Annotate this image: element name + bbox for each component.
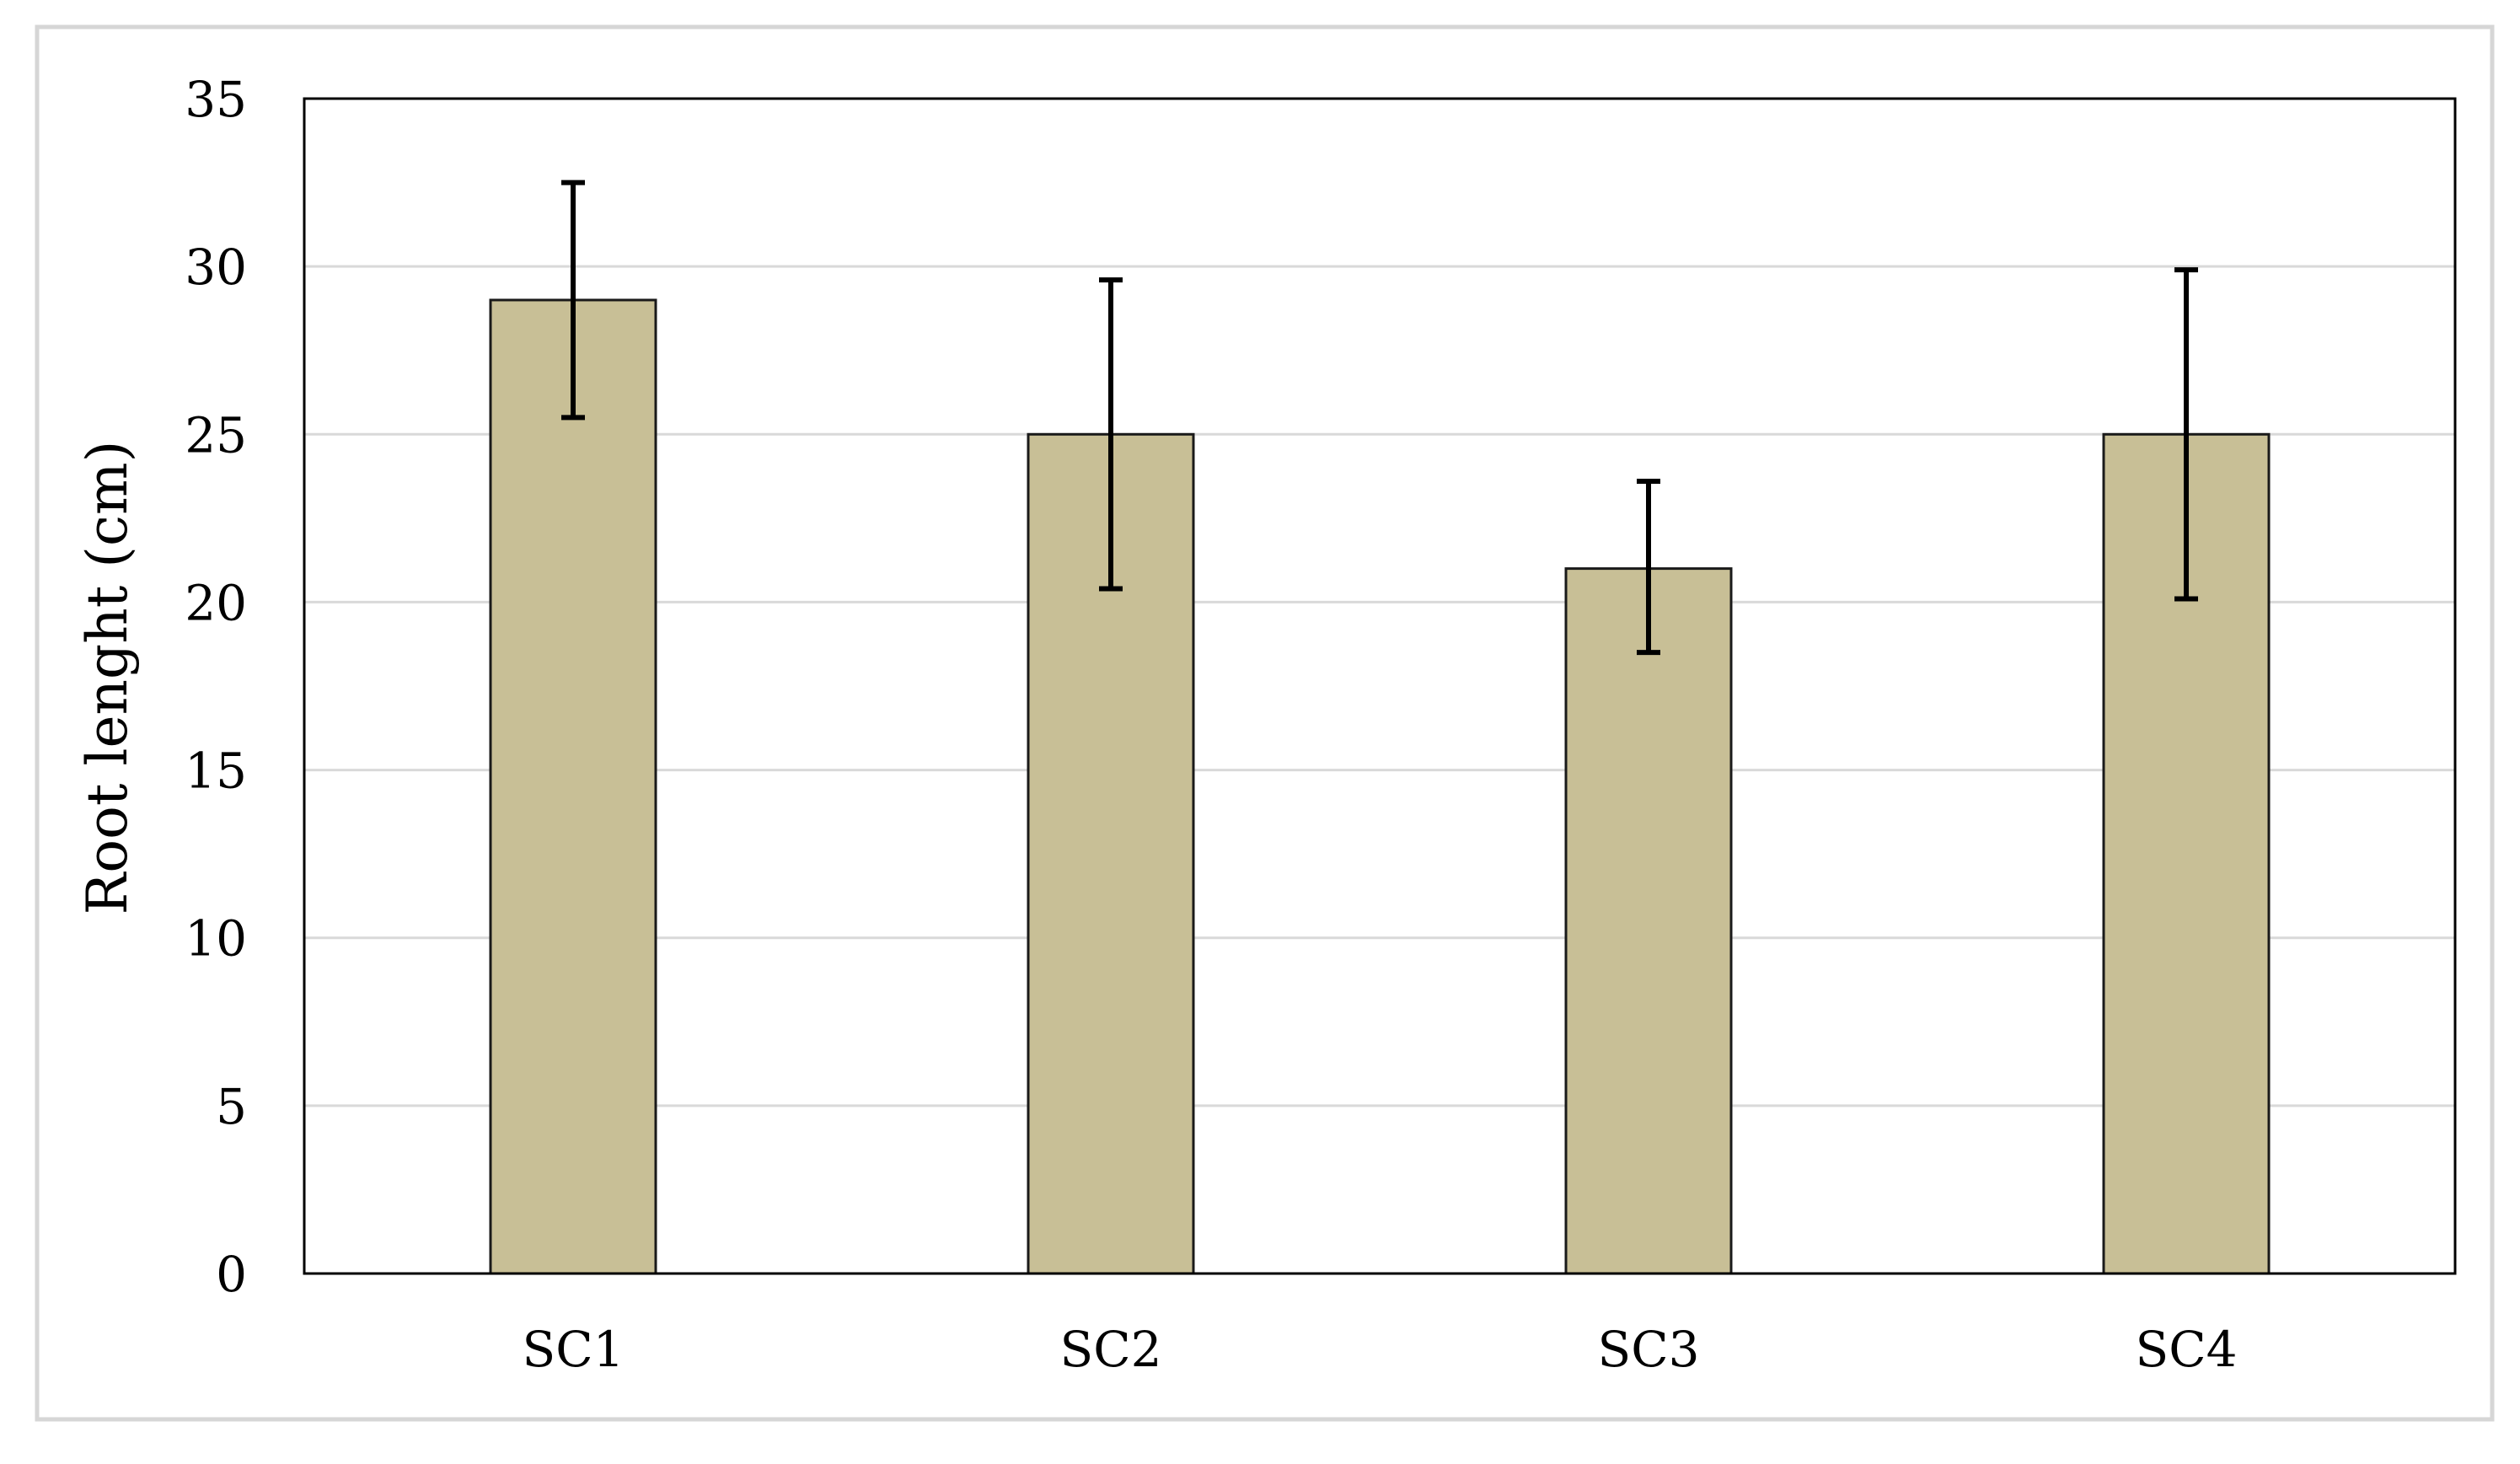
y-axis-title: Root lenght (cm) — [75, 441, 140, 915]
bar-sc1 — [489, 298, 657, 1275]
y-axis-ticks: 0 5 10 15 20 25 30 35 — [185, 71, 247, 1303]
error-bar-sc3 — [1637, 479, 1660, 656]
gridlines — [304, 265, 2455, 1107]
error-bars — [561, 180, 2198, 656]
y-tick-label: 15 — [185, 743, 247, 800]
outer-border — [35, 24, 2495, 1422]
plot-area-border — [303, 97, 2457, 1275]
y-tick-label: 30 — [185, 239, 247, 296]
y-tick-label: 25 — [185, 406, 247, 464]
y-tick-label: 0 — [216, 1246, 247, 1303]
x-tick-label: SC1 — [522, 1321, 624, 1378]
y-tick-label: 20 — [185, 574, 247, 631]
y-tick-label: 10 — [185, 910, 247, 968]
bar-sc3 — [1564, 567, 1733, 1275]
y-tick-label: 5 — [216, 1078, 247, 1135]
x-tick-label: SC3 — [1597, 1321, 1699, 1378]
error-bar-sc1 — [561, 180, 585, 421]
error-bar-sc2 — [1099, 277, 1123, 592]
y-tick-label: 35 — [185, 71, 247, 128]
x-axis-ticks: SC1 SC2 SC3 SC4 — [522, 1321, 2237, 1378]
error-bar-sc4 — [2174, 267, 2198, 602]
x-tick-label: SC4 — [2135, 1321, 2237, 1378]
x-tick-label: SC2 — [1059, 1321, 1161, 1378]
